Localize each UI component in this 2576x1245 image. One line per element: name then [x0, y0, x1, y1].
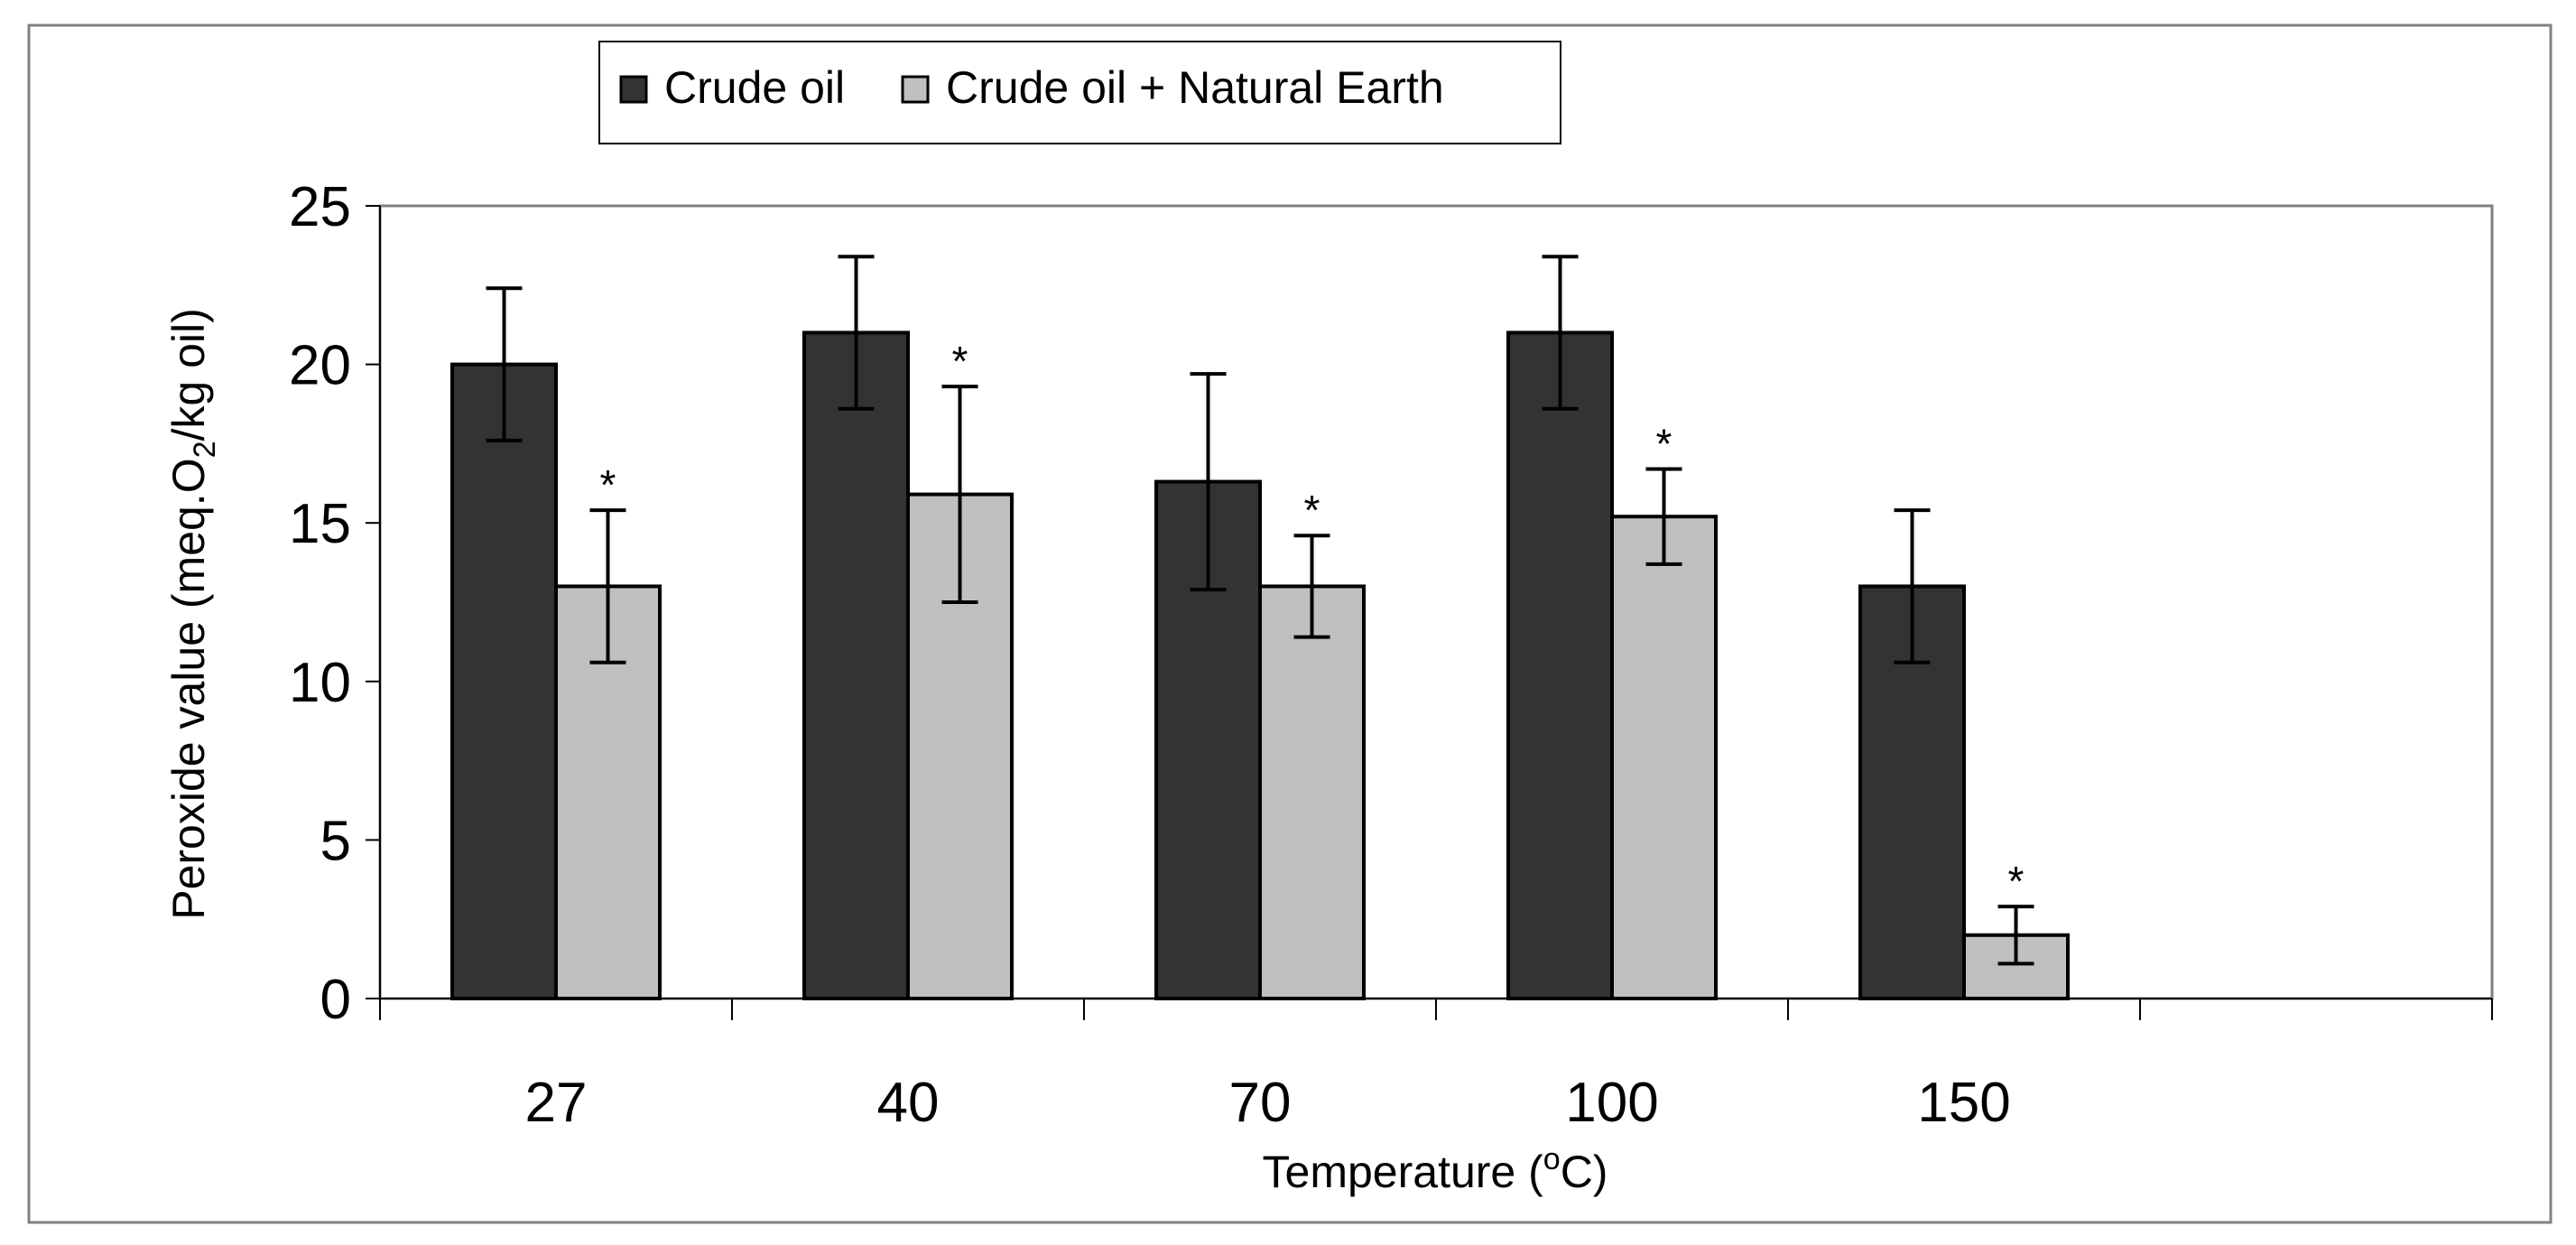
y-axis-title-end: /kg oil) [163, 308, 214, 441]
x-tick-label: 150 [1917, 1072, 2010, 1134]
x-axis-title-superscript: o [1543, 1142, 1561, 1176]
x-tick-label: 70 [1229, 1072, 1292, 1134]
bar-crude-oil-natural-earth-70 [1258, 584, 1366, 1000]
y-tick-label: 15 [289, 493, 351, 555]
y-tick-label: 10 [289, 652, 351, 714]
bar-crude-oil-100 [1506, 330, 1614, 1001]
significance-asterisk: * [600, 461, 616, 508]
y-tick-label: 20 [289, 335, 351, 397]
plot-area [378, 204, 2494, 1000]
legend-swatch-crude-oil-natural-earth [901, 75, 930, 104]
y-tick-label: 5 [320, 810, 351, 872]
legend-label-crude-oil-natural-earth: Crude oil + Natural Earth [946, 62, 1444, 113]
significance-marks: * * * * * [600, 338, 2025, 905]
x-axis-title-end: C) [1561, 1147, 1608, 1197]
x-axis: 27 40 70 100 150 [379, 998, 2493, 1134]
significance-asterisk: * [2008, 858, 2025, 905]
y-axis-title-subscript: 2 [188, 441, 222, 458]
x-tick-label: 27 [525, 1072, 588, 1134]
legend-box [598, 41, 1561, 144]
error-bars [486, 255, 2034, 966]
x-axis-title: Temperature (oC) [1263, 1142, 1608, 1197]
y-axis-title: Peroxide value (meq.O2/kg oil) [163, 308, 222, 920]
bar-crude-oil-natural-earth-100 [1610, 515, 1718, 1000]
legend-swatch-crude-oil [619, 75, 648, 104]
significance-asterisk: * [952, 338, 968, 385]
y-axis: 0 5 10 15 20 25 [289, 176, 381, 1031]
significance-asterisk: * [1304, 487, 1320, 534]
legend-label-crude-oil: Crude oil [664, 62, 845, 113]
significance-asterisk: * [1656, 420, 1673, 467]
y-tick-label: 25 [289, 176, 351, 238]
y-axis-title-main: Peroxide value (meq.O [163, 458, 214, 919]
x-axis-title-main: Temperature ( [1263, 1147, 1544, 1197]
x-tick-label: 100 [1565, 1072, 1658, 1134]
bar-crude-oil-40 [802, 330, 910, 1001]
y-tick-label: 0 [320, 969, 351, 1031]
bar-crude-oil-natural-earth-150 [1962, 933, 2070, 1001]
bars [450, 330, 2070, 1001]
x-tick-label: 40 [877, 1072, 940, 1134]
bar-crude-oil-27 [450, 362, 558, 1001]
legend: Crude oil Crude oil + Natural Earth [598, 41, 1561, 144]
